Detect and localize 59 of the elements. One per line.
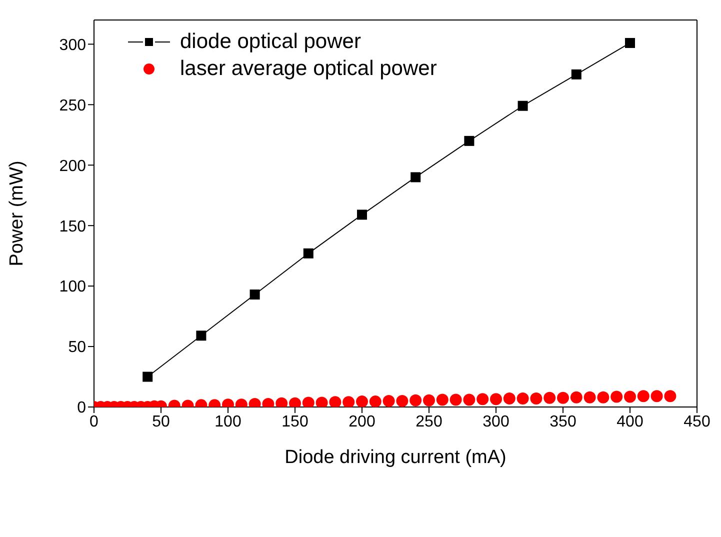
point [571,69,582,80]
y-tick-label: 0 [77,400,86,417]
legend-label: laser average optical power [180,56,437,82]
x-tick-label: 450 [684,413,710,430]
y-tick-label: 250 [59,97,86,114]
point [557,392,569,404]
y-tick-label: 50 [68,339,86,356]
point [664,390,676,402]
point [597,391,610,404]
point [516,392,529,405]
point [423,394,435,406]
point [142,372,153,382]
point [410,394,422,406]
x-axis-title: Diode driving current (mA) [284,447,506,468]
point [625,38,635,48]
y-tick-label: 100 [59,278,86,296]
point [329,396,342,407]
point [303,248,314,258]
point [250,290,260,300]
point [503,392,516,405]
point [624,390,636,403]
x-tick-label: 100 [214,413,242,430]
point [544,392,556,404]
x-tick-label: 50 [152,413,170,430]
point [450,394,462,406]
y-tick-label: 200 [59,158,86,175]
point [196,330,206,341]
point [650,390,663,402]
point [356,396,368,407]
point [436,394,448,406]
x-tick-label: 200 [348,413,376,430]
point [530,392,542,405]
point [316,396,328,407]
point [637,390,650,402]
point [396,394,408,407]
point [570,391,582,404]
x-tick-label: 300 [482,413,510,430]
point [410,172,421,182]
point [610,390,623,403]
point [342,396,355,407]
point [518,100,528,111]
point [382,394,395,407]
point [476,393,489,406]
y-axis-title: Power (mW) [6,160,28,266]
y-tick-label: 150 [59,218,86,236]
x-tick-label: 400 [616,413,644,430]
x-tick-label: 150 [282,413,308,430]
point [302,396,314,407]
y-tick-label: 300 [59,36,86,54]
legend-label: diode optical power [180,29,361,55]
point [490,393,502,406]
x-tick-label: 0 [90,413,99,430]
point [357,210,367,220]
point [369,396,382,407]
point [584,391,596,404]
x-tick-label: 250 [416,413,442,430]
point [463,394,476,406]
point [464,136,474,146]
x-tick-label: 350 [550,413,576,430]
